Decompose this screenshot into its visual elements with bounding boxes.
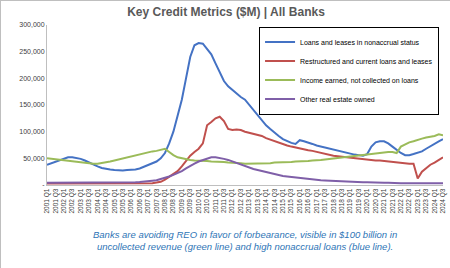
svg-text:2021 Q1: 2021 Q1 <box>380 188 388 213</box>
svg-text:2010 Q3: 2010 Q3 <box>203 188 211 213</box>
svg-text:2006 Q1: 2006 Q1 <box>127 188 135 213</box>
svg-text:2008 Q1: 2008 Q1 <box>161 188 169 213</box>
svg-text:2007 Q3: 2007 Q3 <box>153 188 161 213</box>
svg-text:2013 Q3: 2013 Q3 <box>254 188 262 213</box>
svg-text:2022 Q3: 2022 Q3 <box>405 188 413 213</box>
svg-text:2014 Q1: 2014 Q1 <box>262 188 270 213</box>
svg-text:2001 Q3: 2001 Q3 <box>52 188 60 213</box>
svg-text:2012 Q3: 2012 Q3 <box>237 188 245 213</box>
svg-text:2019 Q1: 2019 Q1 <box>346 188 354 213</box>
svg-text:Key Credit Metrics ($M) | All: Key Credit Metrics ($M) | All Banks <box>127 5 325 19</box>
svg-text:150,000: 150,000 <box>19 101 44 108</box>
svg-text:2004 Q1: 2004 Q1 <box>94 188 102 213</box>
svg-text:2019 Q3: 2019 Q3 <box>355 188 363 213</box>
svg-text:2002 Q3: 2002 Q3 <box>68 188 76 213</box>
svg-text:2018 Q3: 2018 Q3 <box>338 188 346 213</box>
svg-text:Other real estate owned: Other real estate owned <box>300 96 375 103</box>
svg-text:2009 Q3: 2009 Q3 <box>186 188 194 213</box>
svg-text:2004 Q3: 2004 Q3 <box>102 188 110 213</box>
svg-text:300,000: 300,000 <box>19 21 44 28</box>
svg-text:2011 Q1: 2011 Q1 <box>212 188 220 213</box>
svg-text:50,000: 50,000 <box>23 155 45 162</box>
svg-text:Restructured and current loans: Restructured and current loans and lease… <box>300 58 432 65</box>
svg-text:250,000: 250,000 <box>19 48 44 55</box>
svg-text:2005 Q1: 2005 Q1 <box>111 188 119 213</box>
svg-text:2001 Q1: 2001 Q1 <box>43 188 51 213</box>
svg-text:2017 Q3: 2017 Q3 <box>321 188 329 213</box>
svg-text:200,000: 200,000 <box>19 75 44 82</box>
svg-text:2024 Q1: 2024 Q1 <box>431 188 439 213</box>
svg-text:2003 Q3: 2003 Q3 <box>85 188 93 213</box>
svg-text:2021 Q3: 2021 Q3 <box>389 188 397 213</box>
svg-text:2005 Q3: 2005 Q3 <box>119 188 127 213</box>
svg-text:2018 Q1: 2018 Q1 <box>330 188 338 213</box>
svg-text:2011 Q3: 2011 Q3 <box>220 188 228 213</box>
svg-text:2012 Q1: 2012 Q1 <box>228 188 236 213</box>
svg-text:100,000: 100,000 <box>19 128 44 135</box>
svg-text:Income earned, not collected o: Income earned, not collected on loans <box>300 77 419 84</box>
svg-text:Banks are avoiding REO in favo: Banks are avoiding REO in favor of forbe… <box>93 229 397 252</box>
svg-text:2023 Q1: 2023 Q1 <box>414 188 422 213</box>
svg-text:2020 Q1: 2020 Q1 <box>363 188 371 213</box>
svg-text:-: - <box>42 181 45 188</box>
svg-text:2008 Q3: 2008 Q3 <box>169 188 177 213</box>
svg-text:2023 Q3: 2023 Q3 <box>422 188 430 213</box>
svg-text:2007 Q1: 2007 Q1 <box>144 188 152 213</box>
svg-text:2017 Q1: 2017 Q1 <box>313 188 321 213</box>
svg-text:2013 Q1: 2013 Q1 <box>245 188 253 213</box>
svg-text:Loans and leases in nonaccrual: Loans and leases in nonaccrual status <box>300 39 420 46</box>
svg-text:2003 Q1: 2003 Q1 <box>77 188 85 213</box>
svg-text:2016 Q3: 2016 Q3 <box>304 188 312 213</box>
svg-text:2015 Q1: 2015 Q1 <box>279 188 287 213</box>
svg-text:2014 Q3: 2014 Q3 <box>271 188 279 213</box>
svg-text:2002 Q1: 2002 Q1 <box>60 188 68 213</box>
svg-text:2006 Q3: 2006 Q3 <box>136 188 144 213</box>
svg-text:2015 Q3: 2015 Q3 <box>287 188 295 213</box>
svg-text:2022 Q1: 2022 Q1 <box>397 188 405 213</box>
svg-text:2024 Q3: 2024 Q3 <box>439 188 447 213</box>
svg-text:2010 Q1: 2010 Q1 <box>195 188 203 213</box>
svg-text:2020 Q3: 2020 Q3 <box>372 188 380 213</box>
svg-text:2009 Q1: 2009 Q1 <box>178 188 186 213</box>
svg-text:2016 Q1: 2016 Q1 <box>296 188 304 213</box>
